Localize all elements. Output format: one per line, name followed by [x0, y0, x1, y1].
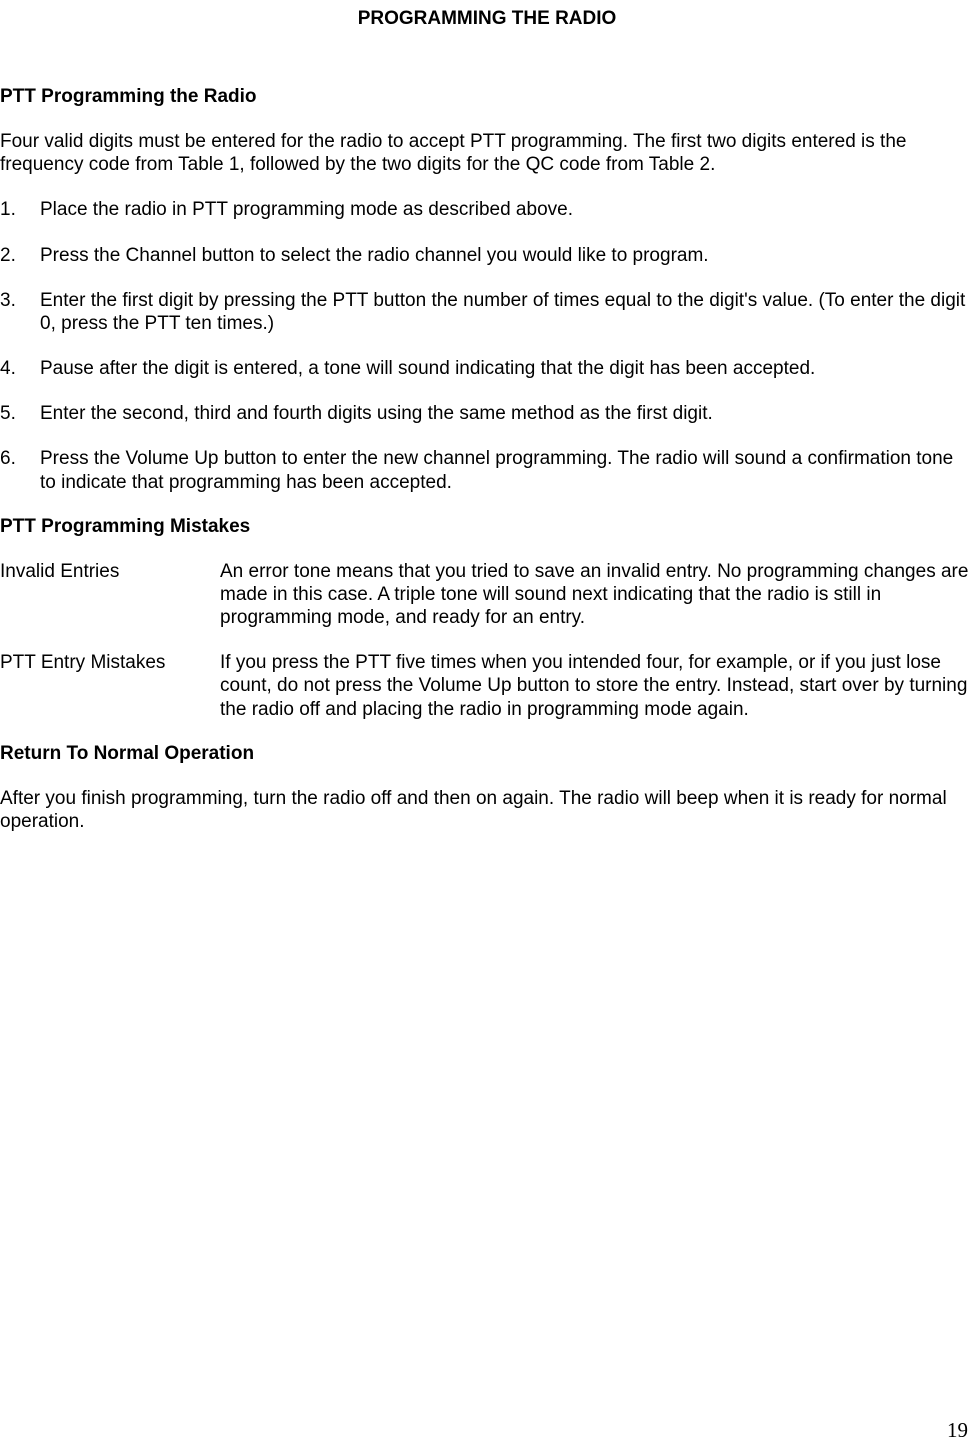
step-number: 5. [0, 402, 30, 425]
step-text: Press the Volume Up button to enter the … [40, 448, 953, 492]
page-title: PROGRAMMING THE RADIO [0, 8, 974, 30]
step-number: 6. [0, 447, 30, 470]
step-number: 4. [0, 357, 30, 380]
definition-row: PTT Entry Mistakes If you press the PTT … [0, 651, 974, 721]
step-text: Pause after the digit is entered, a tone… [40, 358, 815, 379]
step-number: 1. [0, 198, 30, 221]
step-item: 4. Pause after the digit is entered, a t… [0, 357, 974, 380]
page-content: PROGRAMMING THE RADIO PTT Programming th… [0, 8, 974, 855]
intro-paragraph: Four valid digits must be entered for th… [0, 130, 974, 176]
step-item: 1. Place the radio in PTT programming mo… [0, 198, 974, 221]
step-item: 6. Press the Volume Up button to enter t… [0, 447, 974, 493]
page: PROGRAMMING THE RADIO PTT Programming th… [0, 0, 974, 1453]
step-text: Press the Channel button to select the r… [40, 245, 709, 266]
definition-term: Invalid Entries [0, 560, 220, 630]
step-text: Enter the first digit by pressing the PT… [40, 290, 965, 334]
definition-term: PTT Entry Mistakes [0, 651, 220, 721]
step-number: 2. [0, 244, 30, 267]
step-item: 2. Press the Channel button to select th… [0, 244, 974, 267]
mistakes-definitions: Invalid Entries An error tone means that… [0, 560, 974, 721]
heading-mistakes: PTT Programming Mistakes [0, 516, 974, 538]
step-text: Enter the second, third and fourth digit… [40, 403, 713, 424]
heading-ptt-programming: PTT Programming the Radio [0, 86, 974, 108]
definition-desc: If you press the PTT five times when you… [220, 651, 974, 721]
page-number: 19 [947, 1418, 968, 1443]
definition-desc: An error tone means that you tried to sa… [220, 560, 974, 630]
definition-row: Invalid Entries An error tone means that… [0, 560, 974, 630]
return-normal-paragraph: After you finish programming, turn the r… [0, 787, 974, 833]
step-item: 3. Enter the first digit by pressing the… [0, 289, 974, 335]
step-number: 3. [0, 289, 30, 312]
steps-list: 1. Place the radio in PTT programming mo… [0, 198, 974, 493]
step-item: 5. Enter the second, third and fourth di… [0, 402, 974, 425]
step-text: Place the radio in PTT programming mode … [40, 199, 573, 220]
heading-return-normal: Return To Normal Operation [0, 743, 974, 765]
